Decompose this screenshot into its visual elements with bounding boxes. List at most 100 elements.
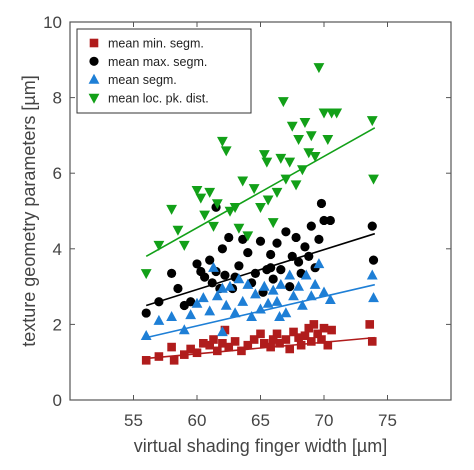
data-point-mean-loc-pk-dist [293,134,304,145]
data-point-mean-max-segm [205,255,215,265]
data-point-mean-max-segm [167,268,177,278]
data-point-mean-min-segm [275,339,284,348]
data-point-mean-min-segm [313,329,322,339]
data-point-mean-min-segm [256,329,265,339]
legend-marker-mean-max-segm [89,56,99,66]
data-point-mean-segm [224,280,236,291]
data-point-mean-loc-pk-dist [195,193,207,204]
data-point-mean-loc-pk-dist [199,210,211,221]
data-point-mean-loc-pk-dist [242,231,254,242]
data-point-mean-max-segm [154,297,164,307]
legend-label-mean-segm: mean segm. [108,73,177,87]
data-point-mean-segm [250,288,261,299]
y-tick-label: 8 [53,89,62,108]
data-point-mean-max-segm [291,232,301,243]
data-point-mean-loc-pk-dist [248,184,260,195]
data-point-mean-max-segm [192,259,202,269]
data-point-mean-segm [229,307,241,318]
data-point-mean-loc-pk-dist [166,204,177,215]
data-point-mean-max-segm [207,278,217,288]
data-point-mean-loc-pk-dist [366,116,378,127]
data-point-mean-max-segm [238,234,248,244]
data-point-mean-min-segm [205,340,214,350]
data-point-mean-segm [211,290,223,301]
data-point-mean-max-segm [276,264,286,275]
data-point-mean-min-segm [304,323,314,333]
data-point-mean-loc-pk-dist [208,221,219,232]
x-tick-label: 70 [315,411,334,430]
data-point-mean-segm [293,280,304,291]
data-point-mean-loc-pk-dist [237,176,249,187]
data-point-mean-segm [166,311,177,322]
data-point-mean-segm [300,269,312,280]
data-point-mean-segm [197,292,209,303]
data-point-mean-loc-pk-dist [233,223,245,234]
data-point-mean-loc-pk-dist [275,153,287,164]
data-point-mean-max-segm [304,251,314,261]
data-point-mean-min-segm [249,335,259,344]
data-point-mean-max-segm [272,238,282,248]
data-point-mean-max-segm [285,282,295,292]
data-point-mean-loc-pk-dist [313,63,325,74]
data-point-mean-min-segm [323,340,333,350]
data-point-mean-segm [246,311,258,322]
data-point-mean-loc-pk-dist [258,150,270,161]
data-point-mean-max-segm [255,236,266,246]
data-point-mean-segm [191,297,203,308]
x-tick-label: 75 [378,411,397,430]
data-point-mean-loc-pk-dist [297,165,308,176]
data-point-mean-min-segm [289,327,298,337]
data-point-mean-loc-pk-dist [277,97,289,108]
data-point-mean-segm [258,280,270,291]
data-point-mean-segm [185,309,197,320]
data-point-mean-segm [275,278,287,289]
data-point-mean-segm [274,311,285,322]
data-point-mean-max-segm [141,308,151,318]
data-point-mean-segm [140,329,152,340]
data-point-mean-max-segm [306,221,316,231]
legend: mean min. segm. mean max. segm. mean segm.… [76,28,252,114]
data-point-mean-segm [242,278,254,289]
data-point-mean-loc-pk-dist [368,174,379,185]
data-point-mean-min-segm [186,344,195,354]
data-point-mean-min-segm [300,331,310,341]
data-points [140,63,379,365]
data-point-mean-loc-pk-dist [299,117,311,128]
data-point-mean-segm [267,284,279,295]
data-point-mean-max-segm [281,227,291,237]
x-axis-title: virtual shading finger width [µm] [134,436,388,456]
data-point-mean-segm [237,295,249,306]
data-point-mean-segm [262,297,274,308]
data-point-mean-segm [366,269,378,280]
data-point-mean-min-segm [307,337,316,346]
data-point-mean-max-segm [368,255,379,265]
data-point-mean-max-segm [224,232,234,243]
data-point-mean-loc-pk-dist [303,148,315,159]
data-point-mean-max-segm [217,244,227,254]
data-point-mean-segm [284,269,296,280]
data-point-mean-max-segm [325,215,335,226]
data-point-mean-loc-pk-dist [284,157,296,168]
data-point-mean-min-segm [213,346,222,356]
data-point-mean-segm [297,299,308,310]
data-point-mean-segm [233,273,245,284]
data-point-mean-segm [255,303,266,314]
data-point-mean-min-segm [272,329,282,339]
y-axis-title: texture geometry parameters [µm] [19,75,39,346]
fit-line-mean-loc-pk-dist [145,127,376,258]
data-point-mean-min-segm [167,342,176,352]
legend-marker-mean-segm [88,73,100,84]
data-point-mean-min-segm [220,325,230,335]
data-point-mean-min-segm [309,320,319,329]
data-point-mean-segm [368,292,379,303]
data-point-mean-segm [318,286,330,297]
legend-marker-mean-min-segm [89,38,99,48]
data-point-mean-loc-pk-dist [290,180,302,191]
data-point-mean-min-segm [192,348,202,358]
y-tick-label: 2 [53,315,62,334]
legend-items: mean min. segm. mean max. segm. mean segm.… [88,37,209,105]
data-point-mean-max-segm [243,247,253,258]
data-point-mean-loc-pk-dist [309,151,321,162]
data-point-mean-max-segm [314,234,324,244]
